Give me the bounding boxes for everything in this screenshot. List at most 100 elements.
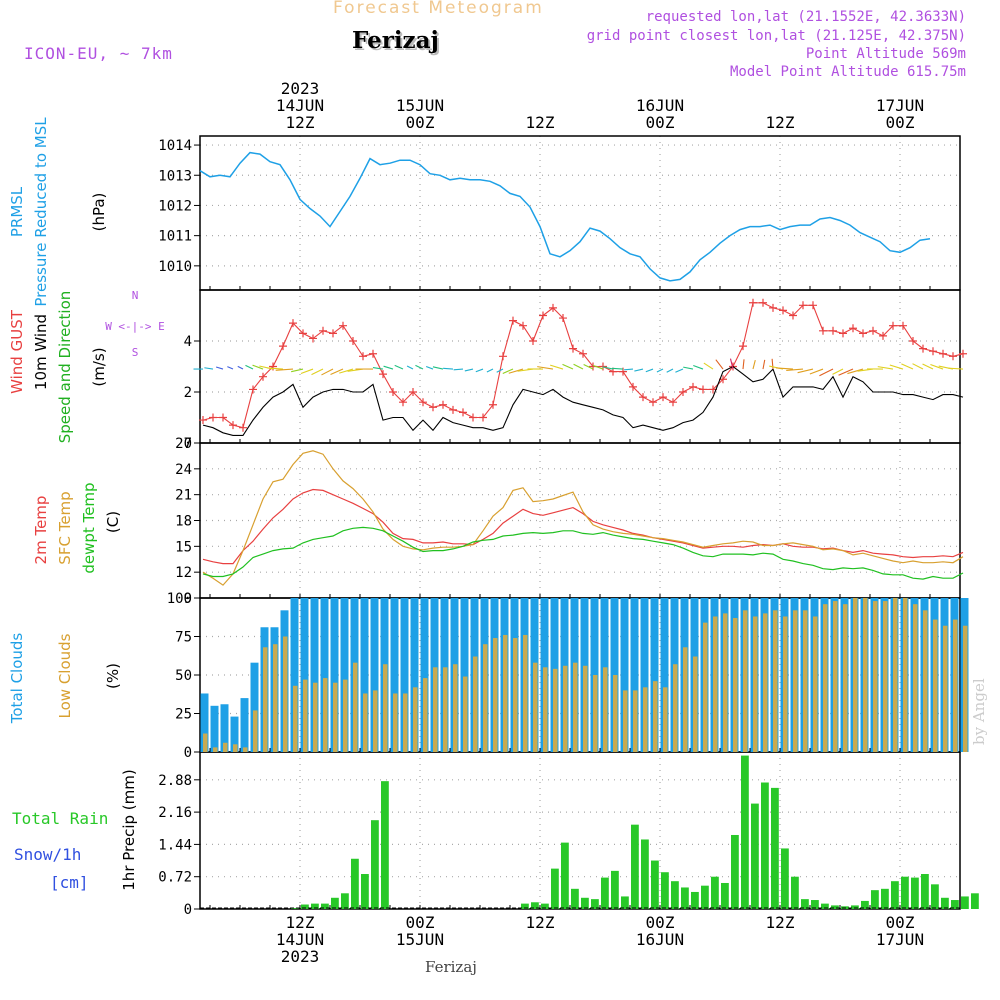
precip-bar xyxy=(561,842,569,909)
gust-point xyxy=(299,329,307,338)
time-label-top: 12Z xyxy=(286,113,315,132)
low-cloud-bar xyxy=(643,687,648,752)
precip-bar xyxy=(941,897,949,909)
gust-point xyxy=(949,352,957,361)
wind-arrow xyxy=(675,368,684,373)
wind-arrow xyxy=(486,368,494,373)
low-cloud-bar xyxy=(863,598,868,752)
precip-bar xyxy=(971,893,979,909)
low-cloud-bar xyxy=(513,638,518,752)
gust-point xyxy=(349,337,357,345)
time-label-top: 00Z xyxy=(646,113,675,132)
gust-point xyxy=(669,398,677,407)
temp-ylabel-dewpt: dewpt Temp xyxy=(80,482,98,573)
total-cloud-bar xyxy=(640,598,649,752)
wind-arrow xyxy=(464,368,474,372)
pressure-ylabel-unit: (hPa) xyxy=(90,193,108,232)
precip-bar xyxy=(931,884,939,909)
low-cloud-bar xyxy=(323,678,328,752)
panel-pressure: 1010 1011 1012 1013 1014 xyxy=(158,135,961,291)
wind-arrow xyxy=(889,364,904,370)
gust-point xyxy=(249,385,257,394)
gust-point xyxy=(269,362,277,371)
low-cloud-bar xyxy=(303,679,308,752)
wind-arrow xyxy=(776,367,794,370)
wind-arrow xyxy=(634,368,644,372)
wind-arrow xyxy=(311,368,324,376)
temp-ylabel-sfc: SFC Temp xyxy=(56,491,74,564)
wind-arrow xyxy=(394,364,404,370)
precip-bar xyxy=(621,896,629,909)
gust-point xyxy=(319,326,327,335)
precip-bar xyxy=(311,903,319,909)
wind-arrow xyxy=(624,368,634,371)
ytick-label-precipitation: 1.44 xyxy=(158,837,192,853)
pressure-ylabel-1: PRMSL xyxy=(8,186,26,237)
wind-arrow xyxy=(612,367,624,370)
low-cloud-bar xyxy=(423,678,428,752)
gust-point xyxy=(199,416,207,425)
precip-bar xyxy=(671,881,679,909)
low-cloud-bar xyxy=(673,664,678,752)
low-cloud-bar xyxy=(923,610,928,752)
ytick-label-pressure: 1010 xyxy=(158,259,192,275)
precip-bar xyxy=(641,839,649,909)
wind-arrow xyxy=(252,364,264,370)
ytick-label-clouds: 25 xyxy=(175,707,192,723)
low-cloud-bar xyxy=(573,662,578,752)
gust-point xyxy=(869,326,877,335)
total-cloud-bar xyxy=(320,598,329,752)
wind-arrow xyxy=(432,366,444,370)
compass-north: N xyxy=(132,289,139,302)
low-cloud-bar xyxy=(903,598,908,752)
low-cloud-bar xyxy=(683,647,688,752)
wind-ylabel-unit: (m/s) xyxy=(90,347,108,386)
product-title: Forecast Meteogram xyxy=(333,0,544,18)
precip-bar xyxy=(891,881,899,909)
precip-bar xyxy=(601,877,609,909)
time-label-bottom: 00Z xyxy=(646,913,675,932)
time-label-bottom: 16JUN xyxy=(636,930,684,949)
precip-bar xyxy=(951,900,959,909)
low-cloud-bar xyxy=(693,656,698,752)
total-cloud-bar xyxy=(660,598,669,752)
wind-arrow xyxy=(922,363,934,370)
precip-bar xyxy=(681,887,689,909)
low-cloud-bar xyxy=(793,610,798,752)
gust-point xyxy=(329,329,337,338)
gust-point xyxy=(689,382,697,391)
pressure-ylabel-2: Pressure Reduced to MSL xyxy=(32,117,50,307)
wind-arrow xyxy=(550,364,564,370)
panel-frame-wind xyxy=(199,289,961,444)
gust-point xyxy=(259,372,267,381)
precip-bar xyxy=(901,876,909,909)
time-label-top: 15JUN xyxy=(396,96,444,115)
low-cloud-bar xyxy=(363,693,368,752)
temp-sfc-line xyxy=(202,450,964,586)
low-cloud-bar xyxy=(273,644,278,752)
panel-frame-pressure xyxy=(199,135,961,291)
low-cloud-bar xyxy=(523,634,528,752)
gust-point xyxy=(529,337,537,345)
total-cloud-bar xyxy=(330,598,339,752)
clouds-ylabel-total: Total Clouds xyxy=(8,633,26,725)
total-cloud-bar xyxy=(340,598,349,752)
time-label-bottom: 17JUN xyxy=(876,930,924,949)
gust-point xyxy=(629,382,637,391)
low-cloud-bar xyxy=(533,662,538,752)
clouds-ylabel-low: Low Clouds xyxy=(56,633,74,718)
gust-point xyxy=(289,319,297,328)
precip-bar xyxy=(551,868,559,909)
gust-point xyxy=(699,385,707,394)
wind-arrow xyxy=(771,358,774,370)
low-cloud-bar xyxy=(933,619,938,752)
low-cloud-bar xyxy=(733,618,738,752)
wind-arrow xyxy=(339,368,354,374)
wind-arrow xyxy=(215,366,224,370)
precip-bar xyxy=(881,888,889,909)
precip-bar xyxy=(581,897,589,909)
wind-arrow xyxy=(912,363,924,370)
wind-arrow xyxy=(683,366,694,370)
low-cloud-bar xyxy=(473,656,478,752)
